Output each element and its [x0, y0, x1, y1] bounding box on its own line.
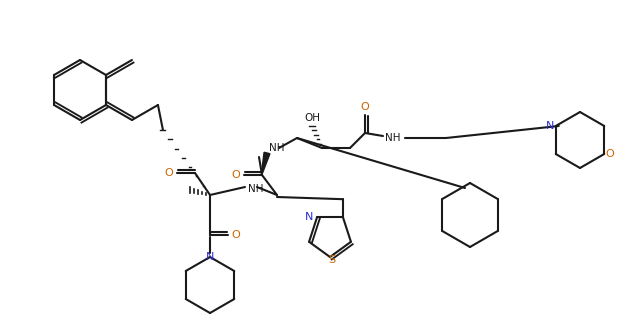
Text: NH: NH	[385, 133, 401, 143]
Polygon shape	[261, 152, 270, 173]
Text: N: N	[305, 212, 313, 222]
Text: NH: NH	[269, 143, 285, 153]
Text: OH: OH	[304, 113, 320, 123]
Text: N: N	[546, 121, 554, 131]
Text: NH: NH	[248, 184, 264, 194]
Text: O: O	[231, 230, 240, 240]
Text: O: O	[606, 149, 614, 159]
Text: O: O	[165, 168, 173, 178]
Text: N: N	[206, 252, 214, 262]
Text: O: O	[231, 170, 240, 180]
Text: O: O	[361, 102, 370, 112]
Text: S: S	[328, 255, 335, 265]
